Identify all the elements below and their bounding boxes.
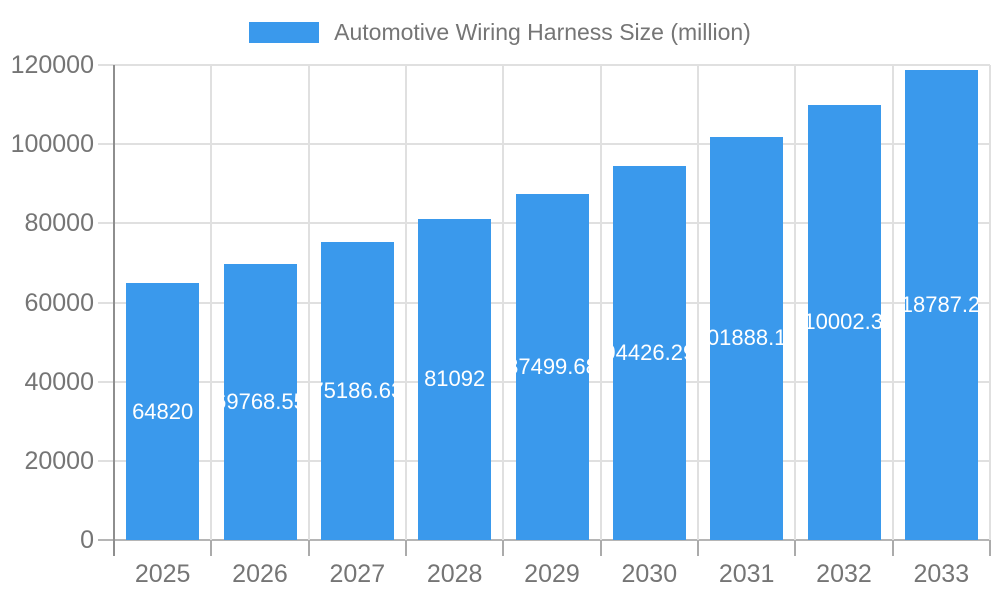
- x-tick-mark: [794, 540, 797, 556]
- x-tick-label-2033: 2033: [913, 560, 970, 588]
- bar-2026[interactable]: 69768.55: [223, 263, 297, 540]
- y-tick-label: 120000: [10, 51, 94, 79]
- x-tick-label-2028: 2028: [426, 560, 483, 588]
- x-gridline: [794, 65, 797, 540]
- x-gridline: [599, 65, 602, 540]
- x-tick-mark: [502, 540, 505, 556]
- y-tick-label: 40000: [24, 367, 94, 396]
- x-tick-mark: [599, 540, 602, 556]
- bar-value-label: 75186.63: [321, 378, 394, 404]
- x-gridline: [405, 65, 407, 540]
- x-gridline: [210, 65, 213, 540]
- y-tick-label: 80000: [24, 209, 94, 238]
- y-gridline: [98, 143, 990, 146]
- x-tick-label-2030: 2030: [621, 560, 678, 588]
- x-axis-baseline: [98, 539, 990, 541]
- x-tick-label-2031: 2031: [718, 560, 775, 588]
- y-gridline: [98, 64, 990, 66]
- bar-value-label: 64820: [132, 398, 194, 424]
- x-tick-mark: [405, 540, 407, 556]
- x-tick-label-2027: 2027: [329, 560, 386, 588]
- bar-2025[interactable]: 64820: [126, 283, 200, 540]
- bar-value-label: 118787.29: [904, 291, 978, 317]
- legend-swatch: [249, 21, 320, 43]
- y-tick-label: 100000: [10, 130, 94, 159]
- y-axis-line: [113, 65, 115, 556]
- x-tick-label-2032: 2032: [816, 560, 872, 588]
- y-tick-label: 60000: [24, 288, 94, 317]
- x-tick-mark: [697, 540, 699, 556]
- bar-2031[interactable]: 101888.19: [710, 136, 784, 540]
- bar-value-label: 69768.55: [224, 388, 297, 414]
- x-gridline: [989, 65, 991, 540]
- bar-2027[interactable]: 75186.63: [320, 242, 394, 540]
- x-tick-mark: [891, 540, 894, 556]
- x-tick-label-2029: 2029: [524, 560, 580, 588]
- x-tick-mark: [989, 540, 991, 556]
- bar-2033[interactable]: 118787.29: [904, 69, 978, 540]
- x-gridline: [891, 65, 894, 540]
- x-tick-label-2025: 2025: [134, 560, 191, 588]
- bar-2028[interactable]: 81092: [418, 219, 492, 540]
- legend-item[interactable]: Automotive Wiring Harness Size (million): [0, 18, 1000, 46]
- legend-label: Automotive Wiring Harness Size (million): [334, 18, 751, 45]
- x-gridline: [502, 65, 505, 540]
- x-tick-mark: [307, 540, 310, 556]
- bar-value-label: 101888.19: [710, 325, 784, 351]
- x-gridline: [307, 65, 310, 540]
- y-tick-label: 20000: [24, 446, 94, 475]
- x-tick-label-2026: 2026: [232, 560, 288, 588]
- y-tick-label: 0: [80, 526, 94, 554]
- x-gridline: [697, 65, 699, 540]
- bar-value-label: 81092: [424, 366, 486, 392]
- x-tick-mark: [210, 540, 213, 556]
